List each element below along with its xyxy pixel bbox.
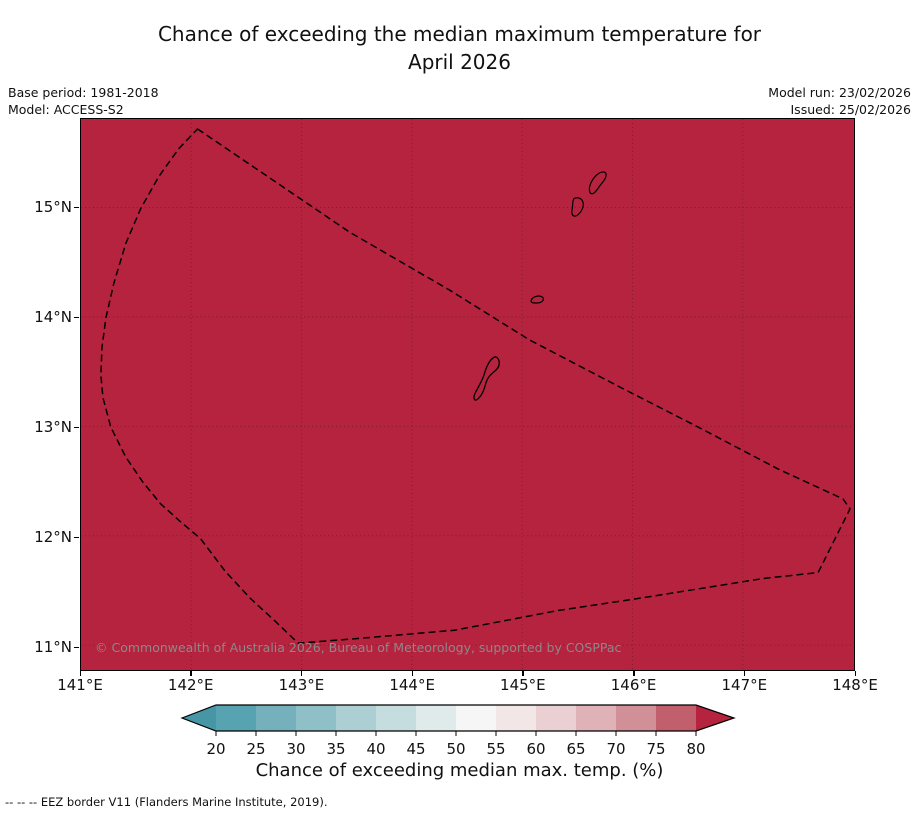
colorbar-tick-label: 70 [606,740,625,758]
island-guam [473,356,500,401]
map-area: © Commonwealth of Australia 2026, Bureau… [80,118,855,671]
colorbar-cell [255,705,296,731]
colorbar-tick-label: 50 [446,740,465,758]
colorbar-tick-label: 20 [206,740,225,758]
colorbar-cell [295,705,336,731]
y-tick-mark [74,316,79,318]
base-period-text: Base period: 1981-2018 [8,85,159,100]
y-tick-label: 13°N [34,418,72,436]
x-tick-mark [190,671,192,676]
colorbar-cell [455,705,496,731]
colorbar-cell [415,705,456,731]
y-tick-label: 15°N [34,198,72,216]
map-overlay [81,119,853,669]
copyright-watermark: © Commonwealth of Australia 2026, Bureau… [95,640,622,655]
y-tick-label: 11°N [34,638,72,656]
colorbar-cell [215,705,256,731]
run-info-left: Base period: 1981-2018 Model: ACCESS-S2 [8,84,159,118]
colorbar-cell [375,705,416,731]
x-tick-label: 146°E [610,676,657,694]
model-text: Model: ACCESS-S2 [8,102,124,117]
x-tick-mark [854,671,856,676]
colorbar-tick-label: 75 [646,740,665,758]
colorbar-label: Chance of exceeding median max. temp. (%… [255,760,664,781]
x-tick-mark [300,671,303,676]
colorbar-tick-label: 30 [286,740,305,758]
y-tick-mark [74,646,79,648]
x-tick-label: 148°E [832,676,878,694]
x-tick-mark [411,671,414,676]
colorbar-under-arrow [181,705,216,731]
x-tick-mark [633,671,635,676]
x-tick-mark [79,671,81,676]
x-tick-label: 145°E [500,676,546,694]
run-info-right: Model run: 23/02/2026 Issued: 25/02/2026 [768,84,911,118]
y-tick-mark [74,536,79,538]
x-tick-label: 147°E [721,676,768,694]
colorbar-cell [575,705,616,731]
x-tick-label: 142°E [167,676,214,694]
figure-title: Chance of exceeding the median maximum t… [157,22,762,74]
model-run-text: Model run: 23/02/2026 [768,85,911,100]
colorbar-tick-label: 35 [326,740,345,758]
x-tick-label: 141°E [57,676,103,694]
colorbar-tick-label: 25 [246,740,265,758]
x-tick-mark [743,671,746,676]
eez-legend-note: -- -- -- EEZ border V11 (Flanders Marine… [5,795,328,809]
colorbar-tick-label: 40 [366,740,385,758]
colorbar-cell [495,705,536,731]
colorbar-over-arrow [695,705,734,731]
island-rota [530,295,544,304]
y-tick-mark [74,426,79,428]
colorbar: 20 25 30 35 40 45 50 55 60 65 70 75 80 [179,703,740,765]
colorbar-cell [615,705,656,731]
colorbar-tick-label: 45 [406,740,425,758]
eez-border-path [100,127,851,644]
island-saipan [588,171,607,195]
colorbar-tick-label: 55 [486,740,505,758]
colorbar-cell [335,705,376,731]
graticule-gridlines [81,119,853,669]
colorbar-cell [535,705,576,731]
y-tick-label: 12°N [34,528,72,546]
issued-text: Issued: 25/02/2026 [790,102,912,117]
y-tick-mark [74,206,79,208]
colorbar-cell [655,705,696,731]
x-tick-label: 144°E [389,676,435,694]
colorbar-tick-label: 80 [686,740,705,758]
colorbar-tick-label: 60 [526,740,545,758]
x-tick-mark [522,671,524,676]
y-tick-label: 14°N [34,308,72,326]
colorbar-tick-label: 65 [566,740,585,758]
x-tick-label: 143°E [278,676,325,694]
island-tinian [571,197,584,217]
colorbar-svg: 20 25 30 35 40 45 50 55 60 65 70 75 80 [179,704,736,758]
